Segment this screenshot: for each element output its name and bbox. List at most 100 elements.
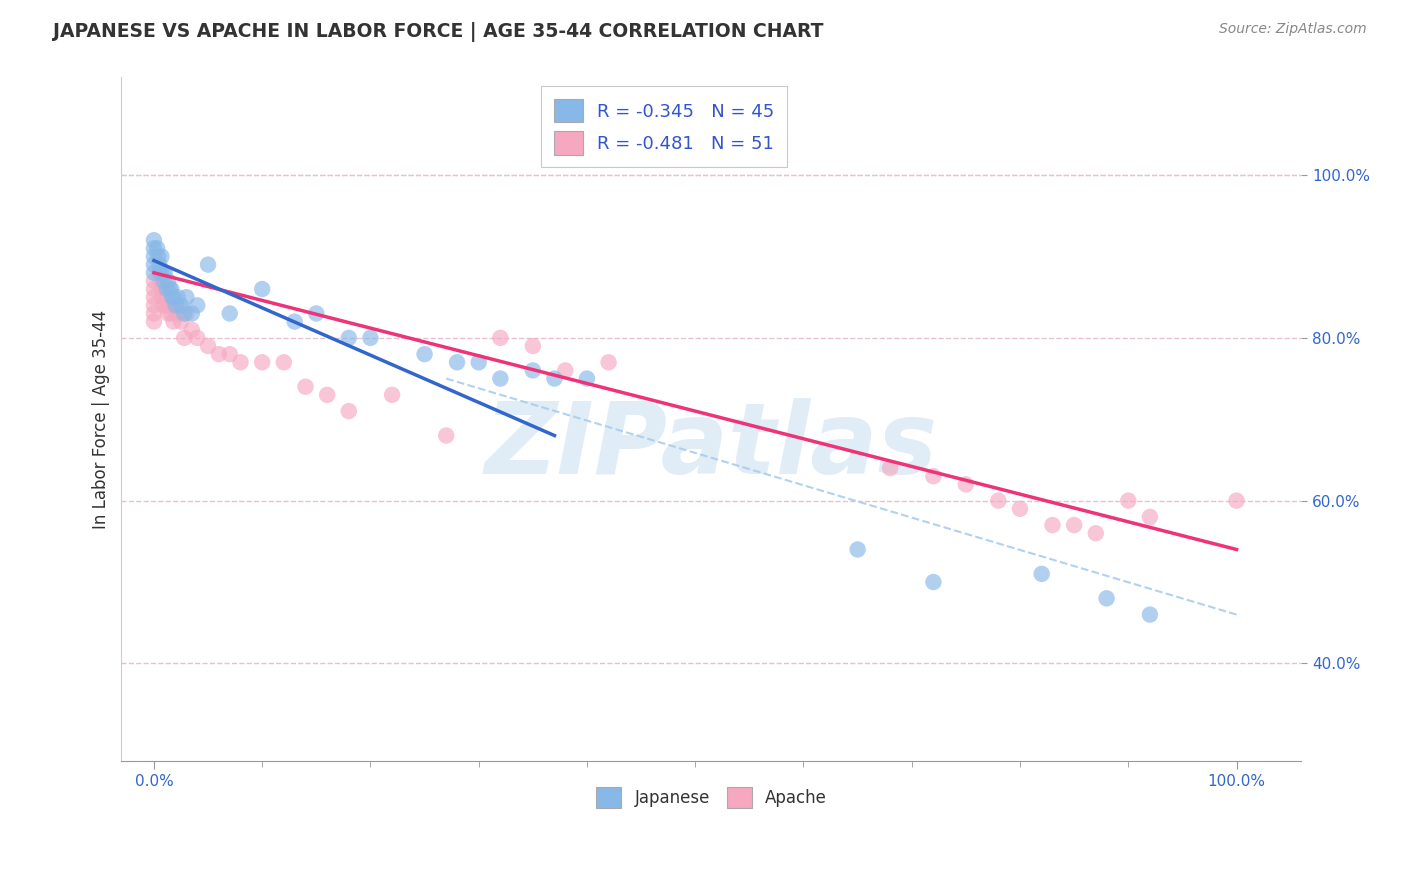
Point (446, 355, 468, 369)
Y-axis label: In Labor Force | Age 35-44: In Labor Force | Age 35-44 (93, 310, 110, 529)
Point (1008, 501, 1031, 516)
Point (598, 355, 620, 369)
Text: Source: ZipAtlas.com: Source: ZipAtlas.com (1219, 22, 1367, 37)
Point (229, 355, 252, 369)
Point (1084, 526, 1107, 541)
Point (922, 574, 945, 589)
Point (1225, 493, 1247, 508)
Point (162, 290, 184, 304)
Point (359, 331, 381, 345)
Point (170, 298, 193, 312)
Point (1116, 493, 1139, 508)
Point (160, 306, 183, 320)
Point (337, 404, 360, 418)
Point (197, 339, 219, 353)
Point (1095, 591, 1118, 606)
Point (170, 315, 193, 329)
Point (434, 428, 457, 442)
Point (152, 298, 174, 312)
Point (1031, 566, 1053, 581)
Point (489, 371, 512, 385)
Point (165, 298, 187, 312)
Point (150, 282, 173, 296)
Point (250, 282, 273, 296)
Point (489, 331, 512, 345)
Point (273, 355, 295, 369)
Point (153, 266, 176, 280)
Point (148, 266, 170, 280)
Point (522, 363, 544, 377)
Point (1139, 607, 1161, 622)
Point (152, 274, 174, 288)
Point (142, 241, 165, 255)
Point (543, 371, 565, 385)
Point (142, 233, 165, 247)
Point (142, 250, 165, 264)
Point (152, 266, 174, 280)
Point (186, 331, 208, 345)
Point (152, 290, 174, 304)
Point (180, 323, 202, 337)
Point (294, 380, 316, 394)
Point (197, 258, 219, 272)
Point (142, 315, 165, 329)
Point (146, 241, 169, 255)
Point (208, 347, 231, 361)
Point (1063, 518, 1085, 533)
Point (250, 355, 273, 369)
Point (142, 306, 165, 320)
Point (160, 282, 183, 296)
Point (142, 274, 165, 288)
Point (1042, 518, 1064, 533)
Point (922, 469, 945, 483)
Point (173, 306, 195, 320)
Point (879, 461, 901, 475)
Point (149, 274, 172, 288)
Point (159, 282, 181, 296)
Text: ZIPatlas: ZIPatlas (485, 398, 938, 495)
Point (176, 290, 198, 304)
Point (284, 315, 307, 329)
Point (142, 298, 165, 312)
Point (159, 298, 181, 312)
Point (162, 290, 184, 304)
Point (176, 306, 198, 320)
Point (173, 331, 195, 345)
Point (149, 266, 172, 280)
Point (162, 315, 184, 329)
Point (156, 282, 179, 296)
Point (166, 290, 188, 304)
Point (467, 355, 489, 369)
Point (575, 371, 598, 385)
Point (142, 258, 165, 272)
Point (142, 290, 165, 304)
Point (166, 306, 188, 320)
Point (142, 266, 165, 280)
Point (165, 298, 187, 312)
Point (153, 282, 176, 296)
Point (155, 290, 177, 304)
Point (218, 306, 240, 320)
Point (305, 306, 328, 320)
Point (148, 258, 170, 272)
Point (156, 274, 179, 288)
Point (955, 477, 977, 491)
Point (156, 306, 179, 320)
Point (218, 347, 240, 361)
Point (156, 298, 179, 312)
Point (142, 282, 165, 296)
Point (987, 493, 1010, 508)
Point (148, 250, 170, 264)
Point (186, 298, 208, 312)
Text: JAPANESE VS APACHE IN LABOR FORCE | AGE 35-44 CORRELATION CHART: JAPANESE VS APACHE IN LABOR FORCE | AGE … (53, 22, 824, 42)
Point (150, 250, 173, 264)
Legend: Japanese, Apache: Japanese, Apache (589, 780, 834, 814)
Point (337, 331, 360, 345)
Point (522, 339, 544, 353)
Point (180, 306, 202, 320)
Point (316, 388, 339, 402)
Point (413, 347, 436, 361)
Point (381, 388, 404, 402)
Point (554, 363, 576, 377)
Point (846, 542, 869, 557)
